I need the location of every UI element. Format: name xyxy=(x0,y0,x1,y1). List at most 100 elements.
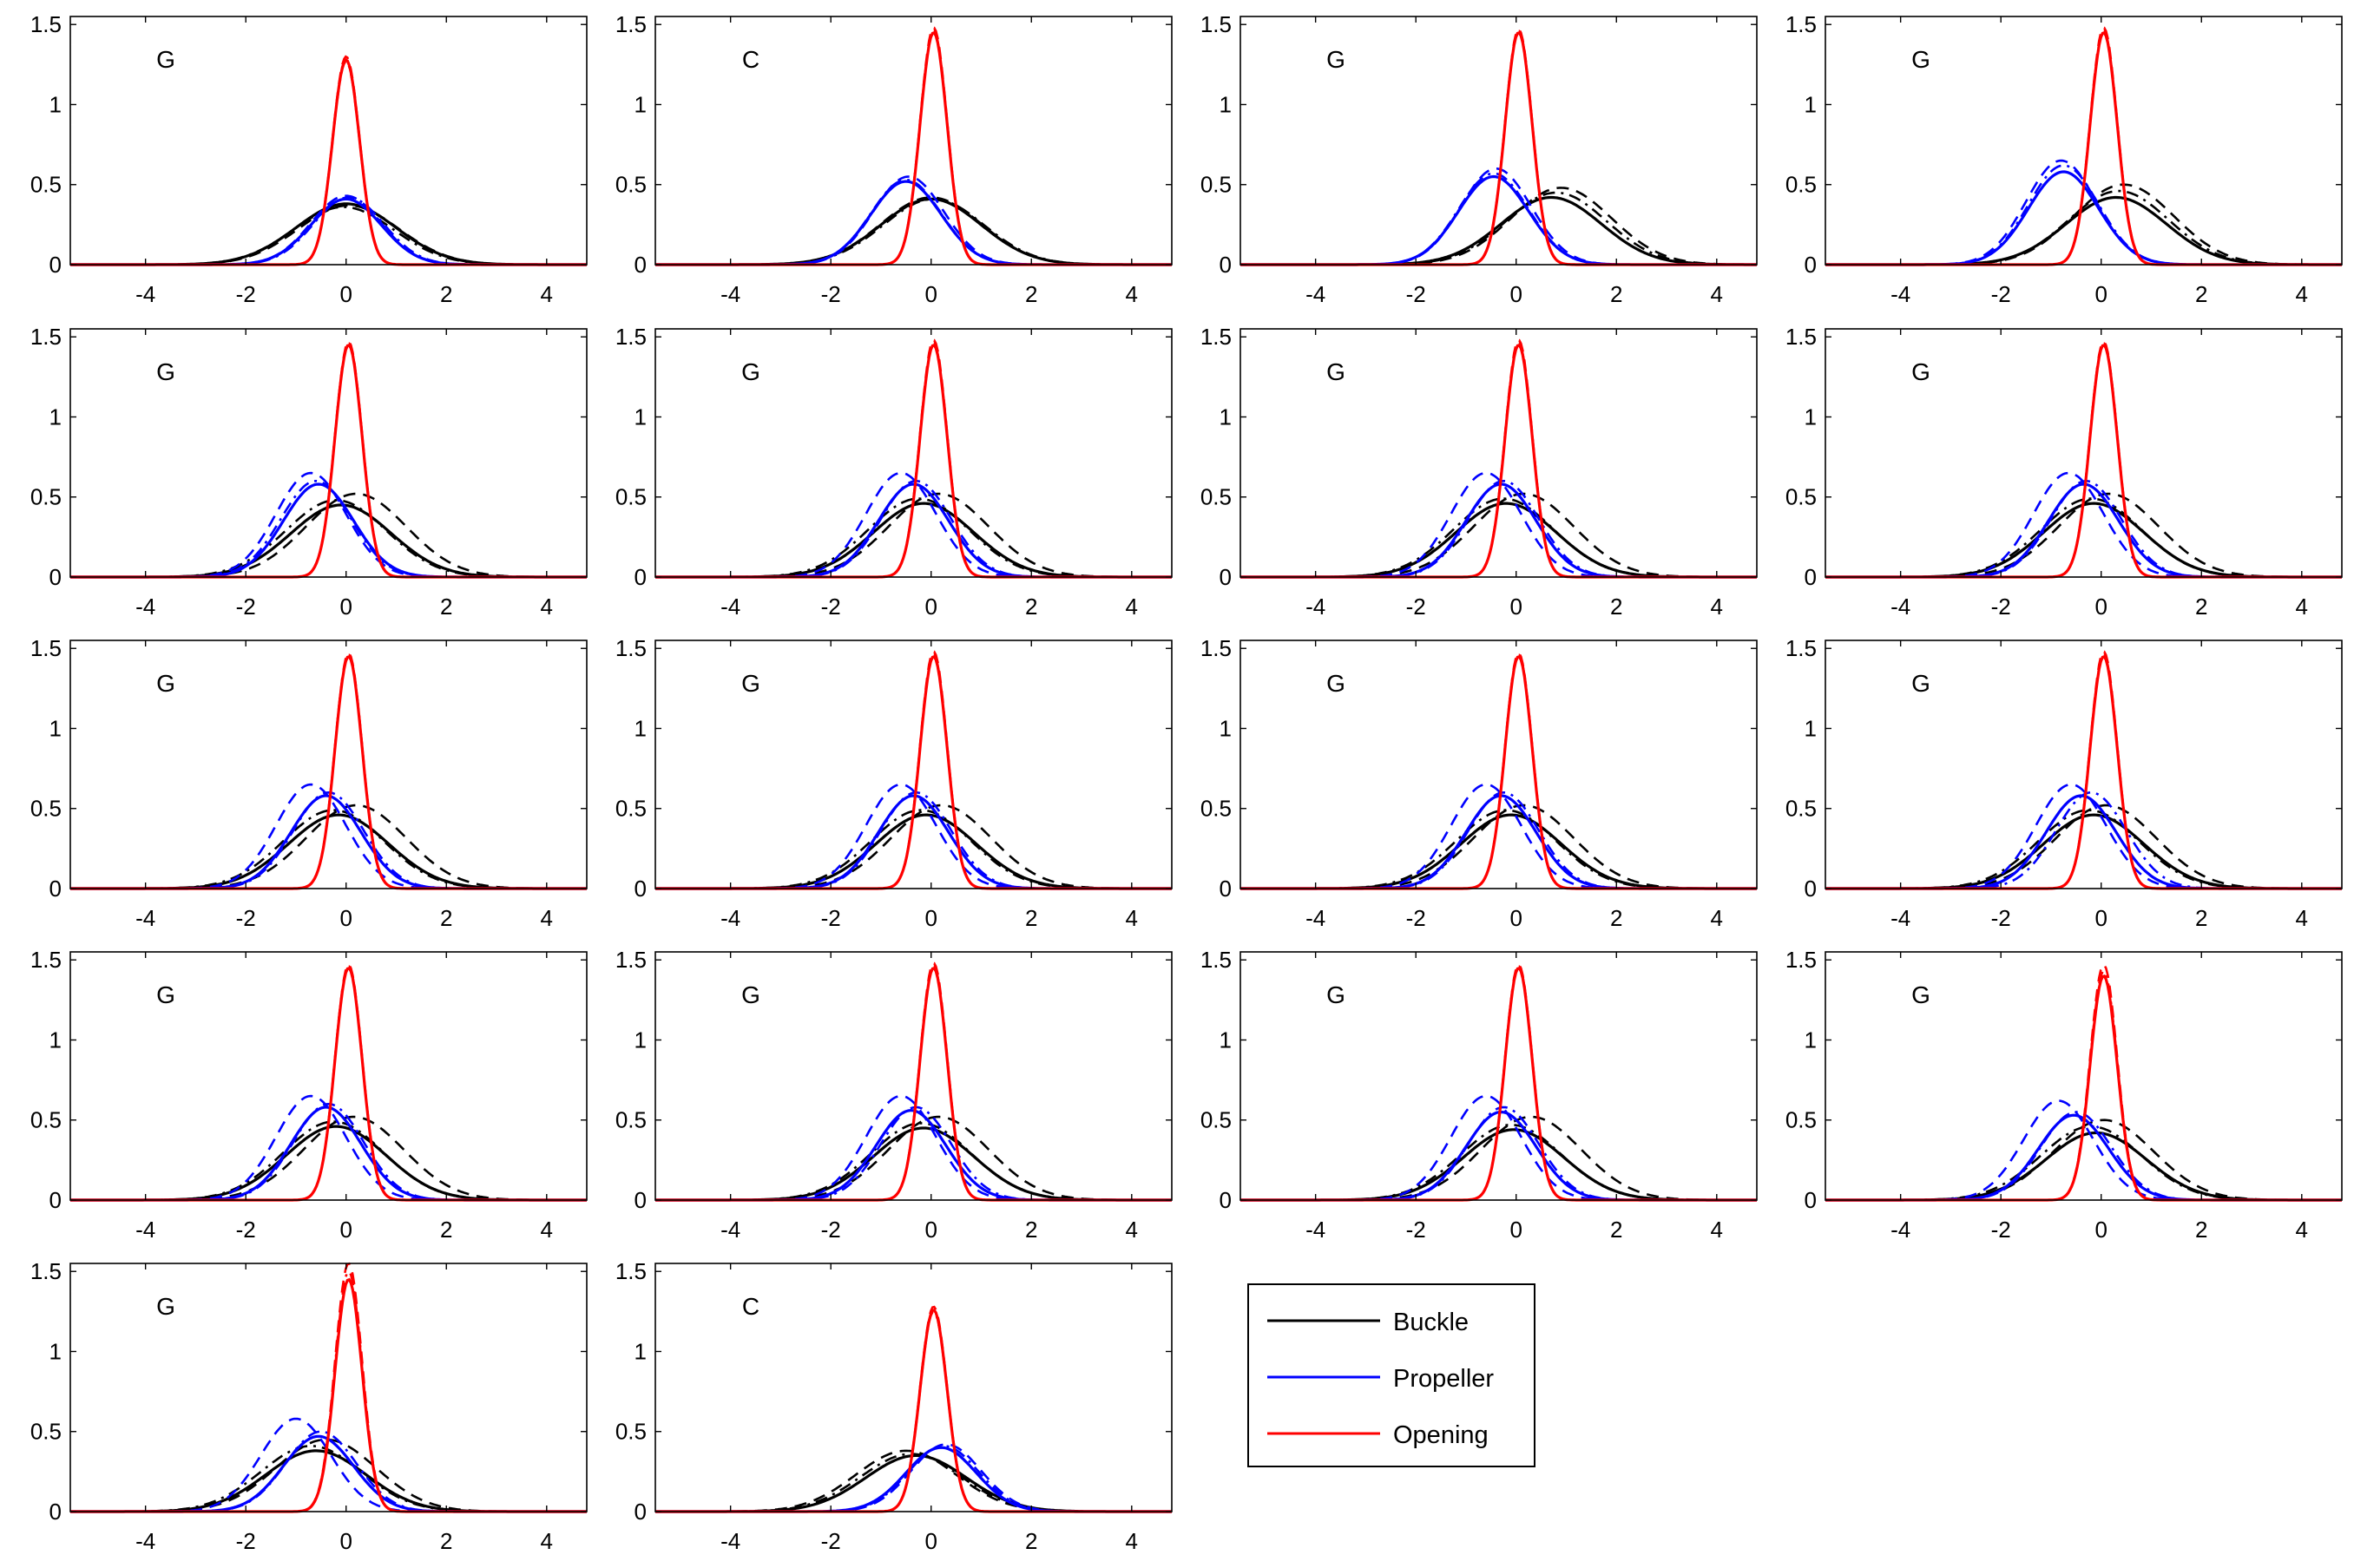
y-tick-label: 1 xyxy=(49,91,62,117)
y-tick-label: 1.5 xyxy=(615,1258,647,1284)
y-tick-label: 1.5 xyxy=(1785,11,1817,37)
x-tick-label: -4 xyxy=(720,281,740,307)
x-tick-label: 2 xyxy=(440,905,452,931)
y-tick-label: 1 xyxy=(1805,715,1817,741)
plot-area xyxy=(70,1263,587,1512)
x-tick-label: 0 xyxy=(924,1528,937,1554)
x-tick-label: -2 xyxy=(236,1217,256,1243)
panel-3: -4 -2 0 2 4 0 0.5 1 1.5 G xyxy=(1200,11,1758,307)
x-tick-label: -2 xyxy=(1991,281,2011,307)
x-tick-label: -2 xyxy=(821,905,841,931)
x-tick-label: 4 xyxy=(1126,1217,1138,1243)
axes-frame xyxy=(654,1263,1173,1512)
x-tick-label: 4 xyxy=(541,594,553,620)
y-tick-label: 1.5 xyxy=(30,635,62,661)
x-tick-label: 2 xyxy=(1025,905,1037,931)
x-tick-label: 4 xyxy=(2296,594,2308,620)
x-tick-label: 4 xyxy=(2296,1217,2308,1243)
axes-frame xyxy=(1825,328,2343,578)
x-tick-label: 2 xyxy=(1610,905,1622,931)
y-tick-label: 0.5 xyxy=(30,484,62,510)
y-tick-label: 1.5 xyxy=(30,947,62,973)
x-tick-label: -4 xyxy=(720,594,740,620)
x-tick-label: 0 xyxy=(924,281,937,307)
y-tick-label: 0 xyxy=(635,1499,647,1525)
panel-18: -4 -2 0 2 4 0 0.5 1 1.5 C xyxy=(615,1258,1173,1554)
plot-area xyxy=(655,1263,1172,1512)
x-tick-label: 4 xyxy=(541,905,553,931)
x-tick-label: 0 xyxy=(2094,905,2107,931)
x-tick-label: -4 xyxy=(1890,1217,1910,1243)
x-tick-label: -4 xyxy=(720,1528,740,1554)
panel-label: G xyxy=(156,670,175,697)
panel-label: C xyxy=(742,1293,759,1320)
plot-area xyxy=(1825,16,2342,265)
x-tick-label: -4 xyxy=(135,1217,155,1243)
y-tick-label: 1 xyxy=(1220,715,1232,741)
y-tick-label: 1 xyxy=(635,1027,647,1053)
legend-label-opening: Opening xyxy=(1393,1421,1489,1449)
plot-area xyxy=(1240,952,1757,1200)
x-tick-label: -2 xyxy=(1406,281,1426,307)
x-tick-label: 0 xyxy=(924,594,937,620)
y-tick-label: 0.5 xyxy=(615,1419,647,1445)
x-tick-label: -2 xyxy=(1406,1217,1426,1243)
x-tick-label: -2 xyxy=(821,1217,841,1243)
y-tick-label: 1.5 xyxy=(30,1258,62,1284)
panel-label: G xyxy=(741,670,760,697)
plot-area xyxy=(655,329,1172,577)
panel-label: G xyxy=(1326,46,1345,73)
panel-label: G xyxy=(1326,670,1345,697)
x-tick-label: 0 xyxy=(1509,905,1522,931)
x-tick-label: 4 xyxy=(1711,594,1723,620)
axes-frame xyxy=(1239,16,1758,266)
panel-5: -4 -2 0 2 4 0 0.5 1 1.5 G xyxy=(30,324,588,620)
x-tick-label: 0 xyxy=(1509,594,1522,620)
x-tick-label: 4 xyxy=(1126,281,1138,307)
y-tick-label: 0 xyxy=(1220,252,1232,278)
x-tick-label: -2 xyxy=(1406,905,1426,931)
y-tick-label: 0.5 xyxy=(615,796,647,822)
panel-label: G xyxy=(156,1293,175,1320)
axes-frame xyxy=(1239,951,1758,1201)
x-tick-label: -4 xyxy=(1890,594,1910,620)
y-tick-label: 1.5 xyxy=(30,11,62,37)
y-tick-label: 1.5 xyxy=(1200,324,1232,350)
x-tick-label: -4 xyxy=(1890,281,1910,307)
legend-box xyxy=(1247,1283,1535,1467)
panel-17: -4 -2 0 2 4 0 0.5 1 1.5 G xyxy=(30,1258,588,1554)
plot-area xyxy=(1825,640,2342,889)
x-tick-label: -4 xyxy=(1890,905,1910,931)
x-tick-label: 2 xyxy=(440,594,452,620)
y-tick-label: 1.5 xyxy=(1200,947,1232,973)
y-tick-label: 1.5 xyxy=(1785,324,1817,350)
axes-frame xyxy=(69,328,588,578)
panel-1: -4 -2 0 2 4 0 0.5 1 1.5 G xyxy=(30,11,588,307)
plot-area xyxy=(655,16,1172,265)
x-tick-label: 0 xyxy=(339,905,352,931)
y-tick-label: 1 xyxy=(635,715,647,741)
y-tick-label: 1.5 xyxy=(615,11,647,37)
y-tick-label: 0 xyxy=(1805,252,1817,278)
y-tick-label: 0.5 xyxy=(1200,172,1232,198)
axes-frame xyxy=(1239,640,1758,889)
plot-area xyxy=(1240,329,1757,577)
axes-frame xyxy=(1825,640,2343,889)
y-tick-label: 1.5 xyxy=(30,324,62,350)
axes-frame xyxy=(69,640,588,889)
x-tick-label: 2 xyxy=(2195,905,2207,931)
plot-area xyxy=(655,952,1172,1200)
y-tick-label: 1 xyxy=(1805,91,1817,117)
x-tick-label: 2 xyxy=(1025,594,1037,620)
x-tick-label: 0 xyxy=(339,281,352,307)
panel-label: G xyxy=(156,358,175,385)
x-tick-label: 4 xyxy=(1126,594,1138,620)
plot-area xyxy=(1825,952,2342,1200)
y-tick-label: 1 xyxy=(635,91,647,117)
panel-10: -4 -2 0 2 4 0 0.5 1 1.5 G xyxy=(615,635,1173,931)
x-tick-label: -2 xyxy=(1991,905,2011,931)
panel-2: -4 -2 0 2 4 0 0.5 1 1.5 C xyxy=(615,11,1173,307)
y-tick-label: 0.5 xyxy=(30,172,62,198)
y-tick-label: 0.5 xyxy=(30,1107,62,1133)
y-tick-label: 1 xyxy=(49,1338,62,1364)
